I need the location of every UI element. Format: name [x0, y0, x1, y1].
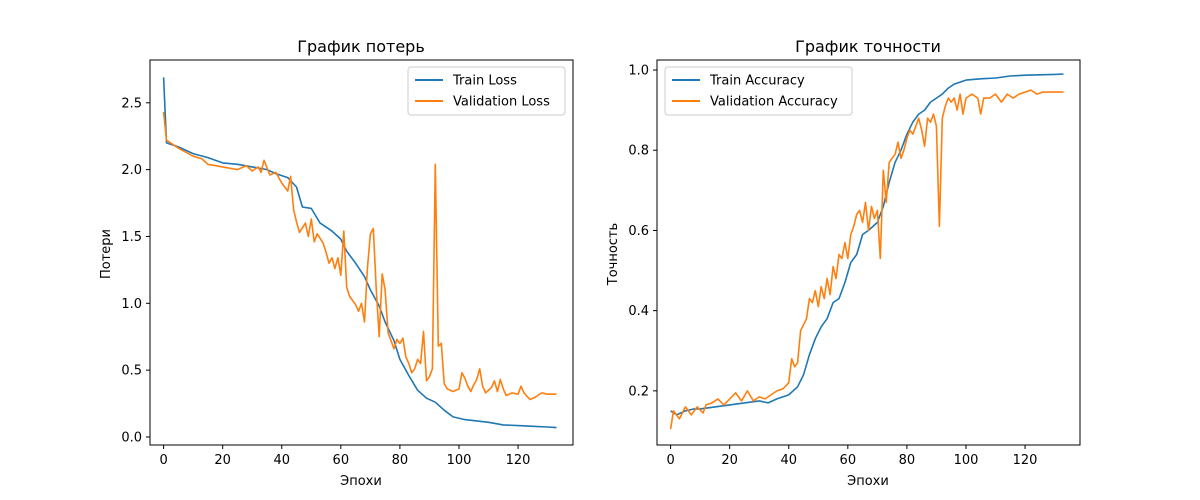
accuracy-y-tick-label: 0.6 — [628, 224, 649, 239]
accuracy-y-tick-label: 0.8 — [628, 144, 649, 159]
legend-label-validation-accuracy: Validation Accuracy — [710, 95, 838, 110]
loss-y-tick-label: 2.5 — [121, 96, 142, 111]
accuracy-x-axis-label: Эпохи — [847, 474, 889, 489]
loss-legend-box — [407, 66, 566, 116]
accuracy-plot-frame — [656, 59, 1081, 446]
accuracy-x-tick-label: 80 — [899, 453, 916, 468]
loss-y-tick-label: 2.0 — [121, 163, 142, 178]
accuracy-plot-title: График точности — [795, 37, 941, 56]
series-line-validation-accuracy — [669, 89, 1064, 430]
loss-series-layer — [162, 77, 557, 429]
accuracy-subplot: График точности Эпохи Точность 0 20 40 60 80… — [606, 37, 1081, 489]
legend-label-train-loss: Train Loss — [452, 74, 517, 89]
loss-x-tick-label: 120 — [506, 453, 531, 468]
loss-x-tick-label: 100 — [447, 453, 472, 468]
series-line-train-accuracy — [670, 73, 1064, 416]
loss-x-tick-label: 80 — [392, 453, 409, 468]
loss-x-ticks: 0 20 40 60 80 100 120 — [159, 445, 530, 468]
series-line-validation-loss — [162, 112, 557, 401]
accuracy-y-tick-label: 0.4 — [628, 304, 649, 319]
accuracy-legend-box — [664, 66, 853, 116]
legend-label-train-accuracy: Train Accuracy — [709, 74, 805, 89]
loss-plot-frame — [149, 59, 574, 446]
accuracy-x-tick-label: 0 — [666, 453, 674, 468]
loss-y-axis-label: Потери — [99, 229, 114, 279]
accuracy-x-ticks: 0 20 40 60 80 100 120 — [666, 445, 1037, 468]
loss-y-tick-label: 1.0 — [121, 297, 142, 312]
loss-x-axis-label: Эпохи — [340, 474, 382, 489]
accuracy-y-axis-label: Точность — [606, 223, 621, 286]
loss-x-tick-label: 20 — [214, 453, 231, 468]
accuracy-x-tick-label: 100 — [954, 453, 979, 468]
accuracy-series-layer — [669, 73, 1064, 430]
loss-y-tick-label: 0.0 — [121, 430, 142, 445]
loss-plot-title: График потерь — [297, 37, 425, 56]
loss-x-tick-label: 40 — [273, 453, 290, 468]
accuracy-y-tick-label: 1.0 — [628, 64, 649, 79]
loss-legend: Train Loss Validation Loss — [407, 66, 566, 116]
accuracy-x-tick-label: 120 — [1013, 453, 1038, 468]
accuracy-x-tick-label: 20 — [721, 453, 738, 468]
accuracy-y-ticks: 0.2 0.4 0.6 0.8 1.0 — [628, 64, 657, 399]
accuracy-legend: Train Accuracy Validation Accuracy — [664, 66, 853, 116]
series-line-train-loss — [162, 77, 557, 429]
accuracy-y-tick-label: 0.2 — [628, 384, 649, 399]
loss-subplot: График потерь Эпохи Потери 0 20 40 60 80 100 1… — [99, 37, 574, 489]
loss-x-tick-label: 0 — [159, 453, 167, 468]
loss-y-tick-label: 1.5 — [121, 230, 142, 245]
loss-x-tick-label: 60 — [333, 453, 350, 468]
legend-label-validation-loss: Validation Loss — [453, 95, 550, 110]
loss-y-ticks: 0.0 0.5 1.0 1.5 2.0 2.5 — [121, 96, 150, 445]
accuracy-x-tick-label: 40 — [780, 453, 797, 468]
accuracy-x-tick-label: 60 — [840, 453, 857, 468]
loss-y-tick-label: 0.5 — [121, 364, 142, 379]
